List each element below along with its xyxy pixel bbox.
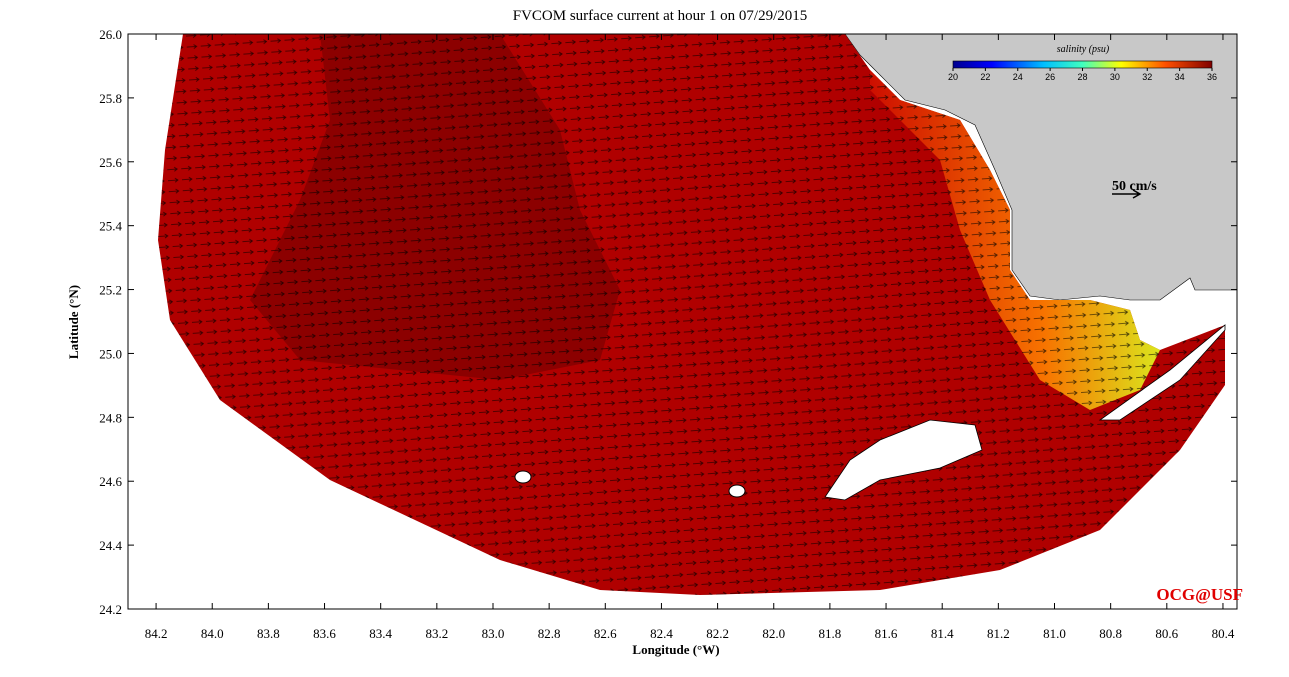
credit: OCG@USF: [1156, 585, 1243, 604]
y-tick-label: 25.4: [99, 219, 122, 234]
x-tick-label: 81.6: [875, 626, 898, 641]
keys-east: [1098, 324, 1226, 421]
x-tick-label: 80.4: [1212, 626, 1235, 641]
y-tick-label: 25.8: [99, 91, 122, 106]
x-tick-label: 84.2: [145, 626, 168, 641]
x-tick-label: 81.0: [1043, 626, 1066, 641]
colorbar-tick-label: 26: [1045, 72, 1055, 82]
x-tick-label: 83.4: [369, 626, 392, 641]
florida-keys: [824, 419, 983, 501]
y-tick-label: 26.0: [99, 27, 122, 42]
x-tick-label: 81.8: [819, 626, 842, 641]
island: [728, 484, 746, 498]
land: [844, 34, 1237, 301]
x-tick-label: 83.6: [313, 626, 336, 641]
island: [514, 470, 532, 484]
scale-label: 50 cm/s: [1112, 179, 1157, 194]
y-tick-label: 25.0: [99, 346, 122, 361]
y-tick-label: 25.2: [99, 283, 122, 298]
colorbar-tick-label: 24: [1013, 72, 1023, 82]
colorbar-tick-label: 20: [948, 72, 958, 82]
y-tick-label: 24.4: [99, 538, 122, 553]
x-tick-label: 82.2: [706, 626, 729, 641]
x-tick-label: 83.2: [425, 626, 448, 641]
colorbar-tick-label: 34: [1175, 72, 1185, 82]
x-tick-label: 82.8: [538, 626, 561, 641]
scale-arrow: [1112, 189, 1142, 199]
y-tick-label: 25.6: [99, 155, 122, 170]
title: FVCOM surface current at hour 1 on 07/29…: [513, 8, 808, 24]
x-tick-label: 80.8: [1099, 626, 1122, 641]
x-tick-label: 83.0: [482, 626, 505, 641]
colorbar-tick-label: 32: [1142, 72, 1152, 82]
y-tick-label: 24.2: [99, 602, 122, 617]
y-tick-label: 24.8: [99, 410, 122, 425]
x-tick-label: 80.6: [1155, 626, 1178, 641]
colorbar-tick-label: 30: [1110, 72, 1120, 82]
x-tick-label: 82.0: [762, 626, 785, 641]
y-axis-label: Latitude (°N): [66, 285, 81, 359]
x-tick-label: 83.8: [257, 626, 280, 641]
colorbar-tick-label: 28: [1077, 72, 1087, 82]
y-tick-label: 24.6: [99, 474, 122, 489]
x-tick-label: 81.4: [931, 626, 954, 641]
x-tick-label: 82.4: [650, 626, 673, 641]
colorbar: [952, 60, 1213, 69]
map-area: [128, 34, 1237, 609]
x-tick-label: 82.6: [594, 626, 617, 641]
plot-frame: [127, 33, 1238, 610]
x-tick-label: 84.0: [201, 626, 224, 641]
x-axis-label: Longitude (°W): [632, 642, 719, 657]
colorbar-tick-label: 36: [1207, 72, 1217, 82]
colorbar-tick-label: 22: [980, 72, 990, 82]
colorbar-label: salinity (psu): [1057, 44, 1110, 55]
x-tick-label: 81.2: [987, 626, 1010, 641]
